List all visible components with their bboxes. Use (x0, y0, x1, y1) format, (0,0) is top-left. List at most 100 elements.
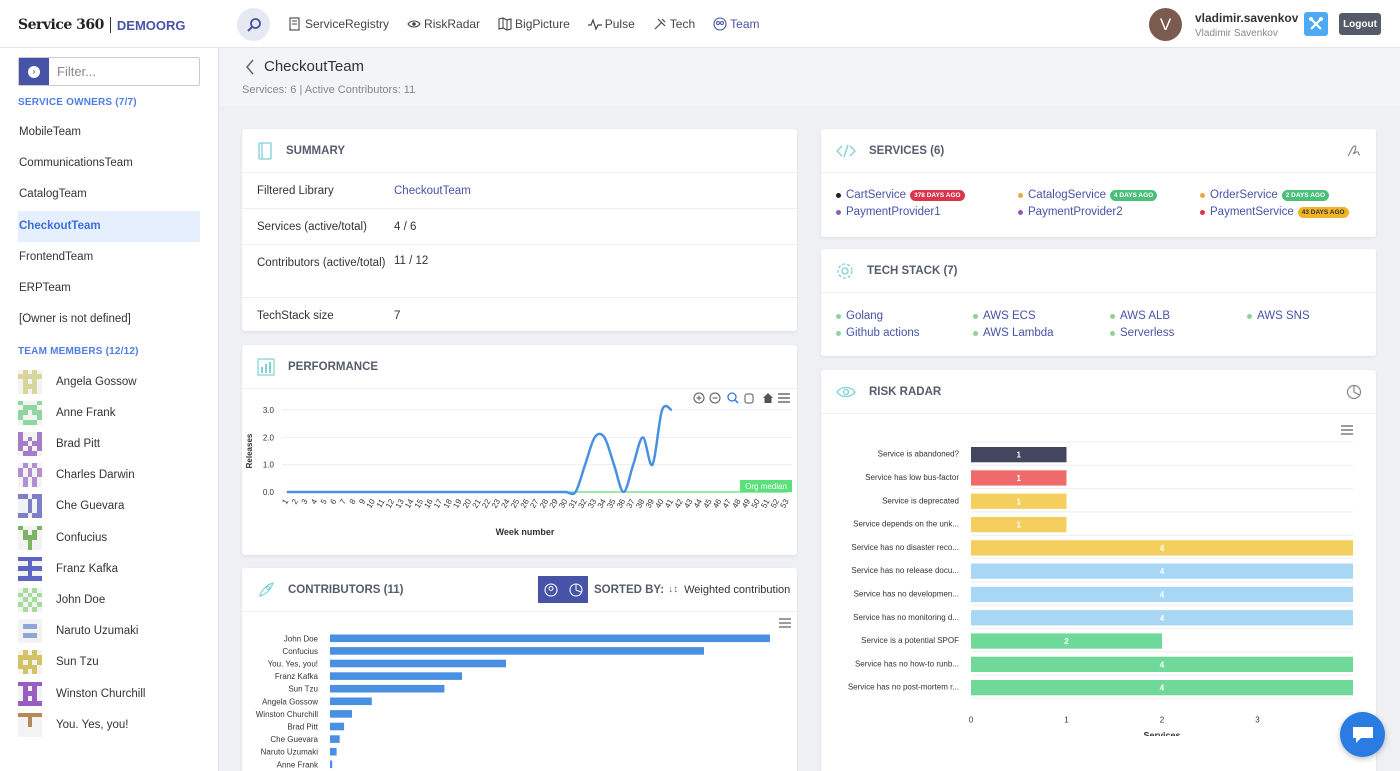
nav-pulse[interactable]: Pulse (587, 17, 635, 31)
tech-item[interactable]: AWS SNS (1247, 310, 1310, 322)
risk-bar[interactable] (971, 447, 1067, 463)
service-name[interactable]: PaymentProvider2 (1028, 206, 1123, 218)
member-item[interactable]: Confucius (18, 522, 107, 553)
member-item[interactable]: John Doe (18, 584, 105, 615)
nav-bigpicture[interactable]: BigPicture (498, 17, 570, 31)
contributor-bar[interactable] (330, 684, 445, 693)
nav-tech[interactable]: Tech (653, 17, 695, 31)
risk-bar[interactable] (971, 633, 1162, 649)
sort-direction-icon[interactable]: ↓↕ (668, 584, 679, 595)
service-name[interactable]: CartService (846, 189, 907, 201)
tech-item[interactable]: AWS ECS (973, 310, 1036, 322)
menu-icon[interactable] (778, 393, 790, 403)
tech-name[interactable]: Github actions (846, 327, 920, 339)
service-item[interactable]: PaymentProvider2 (1018, 206, 1123, 218)
service-name[interactable]: CatalogService (1028, 189, 1106, 201)
contributors-menu-icon[interactable] (778, 617, 792, 629)
member-item[interactable]: Angela Gossow (18, 366, 137, 397)
contributor-bar[interactable] (330, 647, 704, 655)
tech-item[interactable]: AWS ALB (1110, 310, 1170, 322)
contributor-bar[interactable] (330, 672, 462, 680)
owner-item[interactable]: MobileTeam (19, 126, 81, 138)
pan-hand-icon[interactable] (744, 393, 754, 404)
nav-team[interactable]: Team (713, 17, 759, 31)
user-menu[interactable]: V vladimir.savenkov Vladimir Savenkov (1149, 8, 1298, 41)
risk-bar[interactable] (971, 610, 1353, 626)
owner-item[interactable]: FrontendTeam (19, 250, 94, 263)
summary-value[interactable]: CheckoutTeam (394, 184, 471, 197)
search-button[interactable] (237, 8, 270, 41)
member-item[interactable]: Brad Pitt (18, 428, 100, 459)
contributor-bar[interactable] (330, 634, 770, 643)
member-item[interactable]: Charles Darwin (18, 460, 135, 491)
service-item[interactable]: CartService 378 DAYS AGO (836, 189, 965, 201)
tech-name[interactable]: AWS ECS (983, 310, 1036, 322)
service-item[interactable]: CatalogService 4 DAYS AGO (1018, 189, 1158, 201)
nav-serviceregistry[interactable]: ServiceRegistry (288, 17, 389, 31)
member-item[interactable]: Anne Frank (18, 397, 115, 428)
risk-bar[interactable] (971, 540, 1353, 556)
tech-name[interactable]: Golang (846, 310, 884, 322)
member-item[interactable]: Sun Tzu (18, 647, 99, 678)
contributor-bar[interactable] (330, 710, 352, 718)
owner-item[interactable]: [Owner is not defined] (19, 313, 131, 326)
member-item[interactable]: Naruto Uzumaki (18, 616, 138, 647)
member-item[interactable]: Che Guevara (18, 491, 124, 522)
tech-name[interactable]: Serverless (1120, 327, 1175, 339)
filter-toggle-button[interactable]: › (19, 58, 49, 85)
zoom-out-icon[interactable] (709, 392, 721, 404)
service-name[interactable]: PaymentService (1210, 206, 1294, 218)
service-name[interactable]: OrderService (1210, 189, 1278, 201)
risk-bar[interactable] (971, 493, 1067, 509)
view-toggle[interactable] (538, 576, 588, 603)
risk-bar[interactable] (971, 516, 1067, 533)
tech-name[interactable]: AWS SNS (1257, 310, 1310, 322)
contributor-bar[interactable] (330, 760, 333, 769)
risk-bar[interactable] (971, 470, 1067, 486)
admin-tools-button[interactable] (1304, 12, 1328, 36)
tech-item[interactable]: Github actions (836, 327, 920, 339)
magnifier-icon[interactable] (727, 392, 739, 404)
back-chevron-icon[interactable] (244, 58, 256, 76)
zoom-in-icon[interactable] (693, 392, 705, 404)
chat-button[interactable] (1340, 712, 1385, 757)
pie-chart-icon[interactable] (568, 582, 583, 597)
owner-item[interactable]: CatalogTeam (19, 188, 87, 201)
risk-bar[interactable] (971, 656, 1353, 672)
signature-icon[interactable] (1346, 143, 1362, 159)
tech-item[interactable]: AWS Lambda (973, 327, 1054, 339)
service-item[interactable]: PaymentProvider1 (836, 206, 941, 218)
member-item[interactable]: Franz Kafka (18, 553, 118, 584)
nav-riskradar[interactable]: RiskRadar (407, 17, 480, 31)
owner-item[interactable]: CommunicationsTeam (19, 157, 133, 170)
tech-item[interactable]: Golang (836, 310, 883, 322)
people-icon[interactable] (543, 582, 558, 597)
pie-chart-icon[interactable] (1346, 384, 1362, 400)
tech-name[interactable]: AWS ALB (1120, 310, 1171, 322)
tech-name[interactable]: AWS Lambda (983, 327, 1054, 339)
risk-bar[interactable] (971, 586, 1353, 603)
reset-home-icon[interactable] (763, 393, 773, 403)
service-item[interactable]: OrderService 2 DAYS AGO (1200, 189, 1330, 201)
service-item[interactable]: PaymentService 43 DAYS AGO (1200, 206, 1349, 218)
tools-icon (1309, 17, 1323, 30)
avatar[interactable]: V (1149, 8, 1182, 41)
service-name[interactable]: PaymentProvider1 (846, 206, 941, 218)
contributor-bar[interactable] (330, 722, 345, 731)
logout-button[interactable]: Logout (1339, 13, 1381, 35)
member-item[interactable]: You. Yes, you! (18, 709, 128, 740)
contributor-bar[interactable] (330, 659, 506, 668)
contributor-bar[interactable] (330, 735, 340, 743)
filter-input[interactable] (57, 62, 193, 81)
risk-bar[interactable] (971, 680, 1353, 696)
risk-menu-icon[interactable] (1340, 424, 1354, 436)
sorted-by-value[interactable]: Weighted contribution (684, 583, 791, 596)
contributor-bar[interactable] (330, 697, 372, 706)
risk-bar[interactable] (971, 563, 1353, 579)
member-item[interactable]: Winston Churchill (18, 678, 145, 709)
tech-item[interactable]: Serverless (1110, 327, 1174, 339)
owner-item[interactable]: ERPTeam (19, 282, 71, 294)
logo[interactable]: Service 360 DEMOORG (18, 15, 186, 35)
owner-item[interactable]: CheckoutTeam (18, 210, 200, 242)
contributor-bar[interactable] (330, 747, 337, 756)
